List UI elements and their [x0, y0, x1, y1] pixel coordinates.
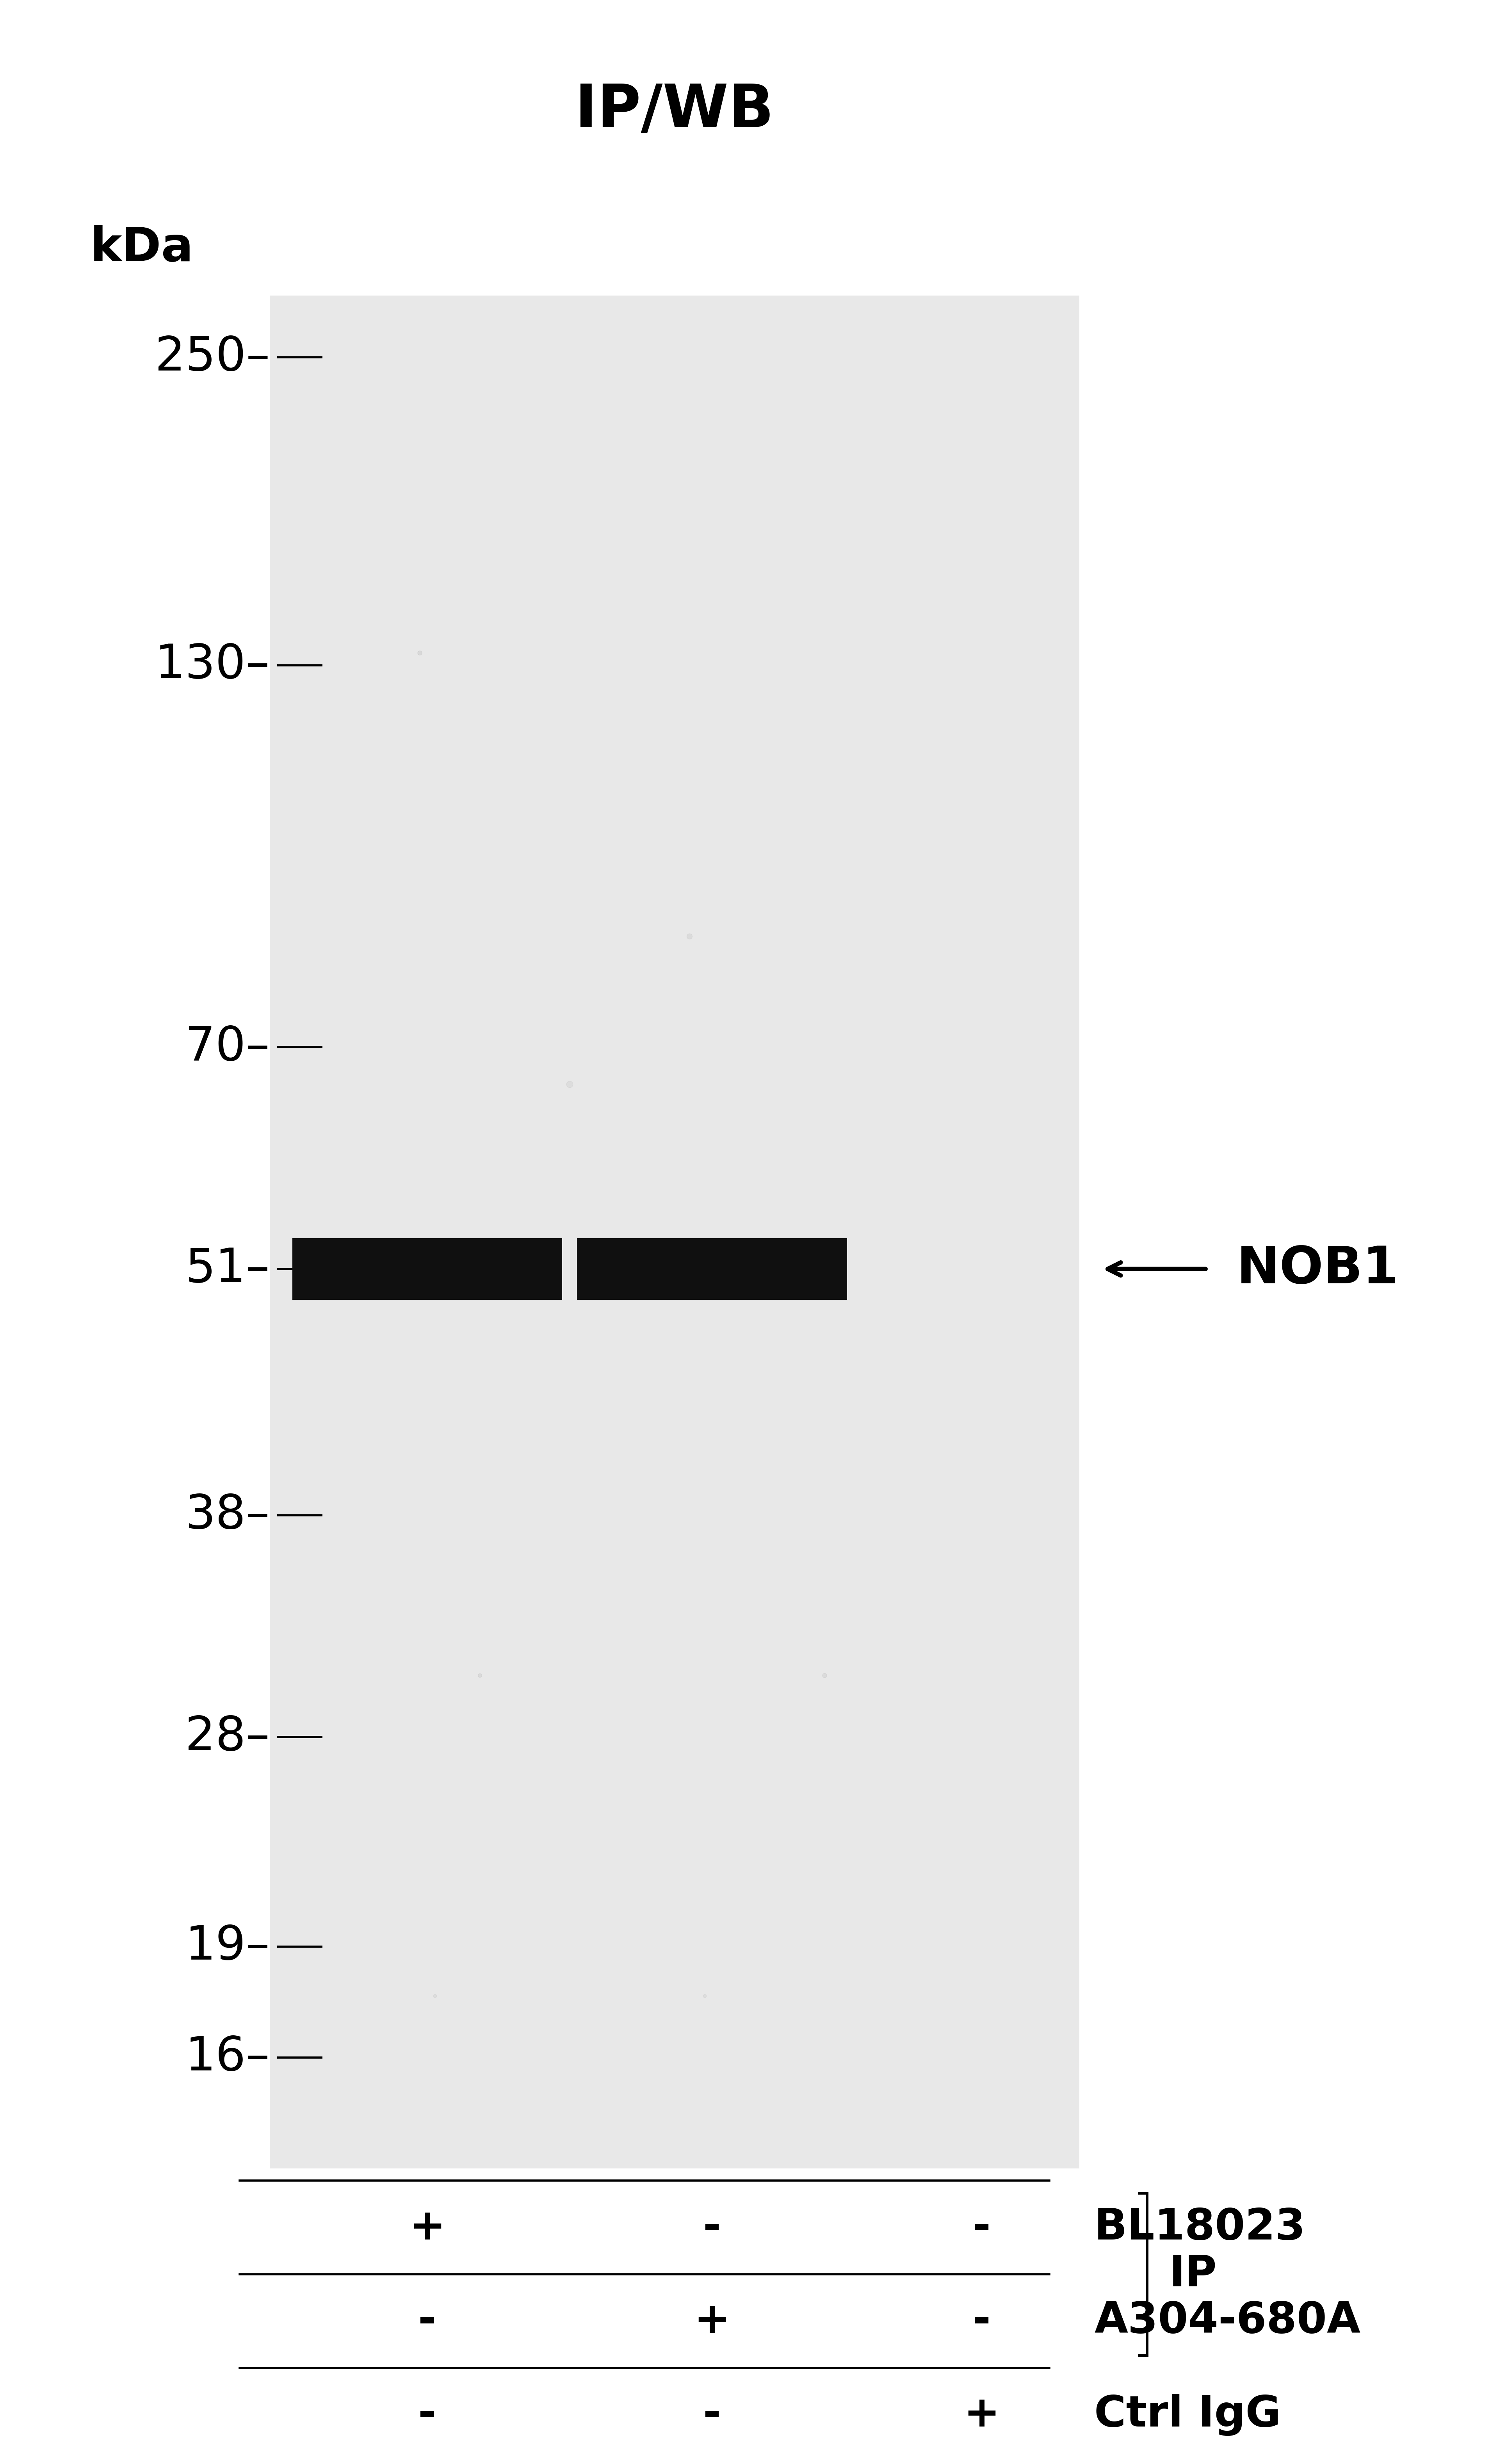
Text: 130–: 130– [154, 643, 270, 687]
Text: 38–: 38– [186, 1493, 270, 1538]
Text: A304-680A: A304-680A [1094, 2301, 1361, 2341]
Text: +: + [694, 2301, 730, 2341]
Bar [292, 1237, 562, 1301]
Text: 250–: 250– [154, 335, 270, 379]
Text: Ctrl IgG: Ctrl IgG [1094, 2393, 1282, 2437]
Text: -: - [418, 2301, 436, 2341]
Text: BL18023: BL18023 [1094, 2208, 1306, 2247]
Text: NOB1: NOB1 [1237, 1244, 1399, 1294]
Text: -: - [703, 2395, 721, 2434]
Text: 28–: 28– [186, 1715, 270, 1759]
Text: 51–: 51– [186, 1247, 270, 1291]
Text: 16–: 16– [186, 2035, 270, 2080]
Text: -: - [973, 2208, 991, 2247]
Bar [270, 296, 1079, 2168]
Text: +: + [409, 2208, 445, 2247]
Text: IP: IP [1169, 2255, 1217, 2294]
Text: -: - [973, 2301, 991, 2341]
Text: IP/WB: IP/WB [576, 81, 773, 140]
Text: kDa: kDa [90, 224, 193, 271]
Text: -: - [418, 2395, 436, 2434]
Text: -: - [703, 2208, 721, 2247]
Text: 19–: 19– [186, 1924, 270, 1969]
Text: +: + [964, 2395, 1000, 2434]
Bar [577, 1237, 847, 1301]
Text: 70–: 70– [186, 1025, 270, 1069]
